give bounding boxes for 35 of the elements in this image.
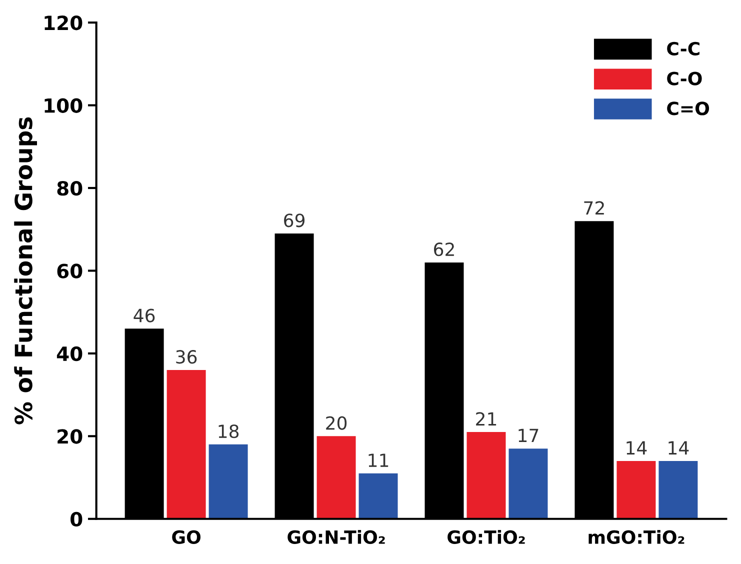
- legend-label: C=O: [667, 102, 710, 116]
- y-tick-label: 80: [57, 180, 82, 196]
- y-tick-label: 60: [57, 264, 82, 278]
- x-tick-label: GO:N-TiO₂: [288, 530, 385, 544]
- data-label: 46: [134, 308, 155, 322]
- data-label: 20: [326, 416, 347, 430]
- data-label: 72: [584, 201, 604, 215]
- data-label: 17: [518, 428, 538, 442]
- bar: [166, 370, 206, 519]
- data-label: 11: [368, 454, 388, 467]
- y-tick-label: 40: [56, 346, 82, 362]
- data-label: 18: [218, 424, 239, 438]
- x-tick-label: GO:TiO₂: [448, 530, 525, 544]
- bar: [208, 444, 248, 519]
- data-label: 21: [476, 412, 496, 426]
- data-label: 14: [668, 441, 689, 454]
- y-tick-label: 100: [44, 98, 82, 113]
- y-tick-label: 20: [58, 429, 82, 444]
- y-axis-title: % of Functional Groups: [14, 117, 37, 424]
- legend-label: C-C: [667, 42, 700, 56]
- legend-label: C-O: [667, 72, 702, 86]
- bar: [358, 473, 398, 519]
- bar: [508, 448, 548, 519]
- bar: [316, 436, 356, 519]
- bar: [658, 460, 698, 519]
- bar: [466, 432, 506, 519]
- bar: [616, 460, 656, 519]
- data-label: 62: [434, 242, 454, 256]
- data-label: 69: [284, 214, 304, 228]
- data-label: 36: [176, 350, 197, 364]
- x-tick-label: mGO:TiO₂: [588, 530, 684, 544]
- y-tick-label: 0: [70, 512, 82, 527]
- x-tick-label: GO: [172, 530, 200, 544]
- y-tick-label: 120: [44, 16, 82, 30]
- data-label: 14: [626, 441, 647, 454]
